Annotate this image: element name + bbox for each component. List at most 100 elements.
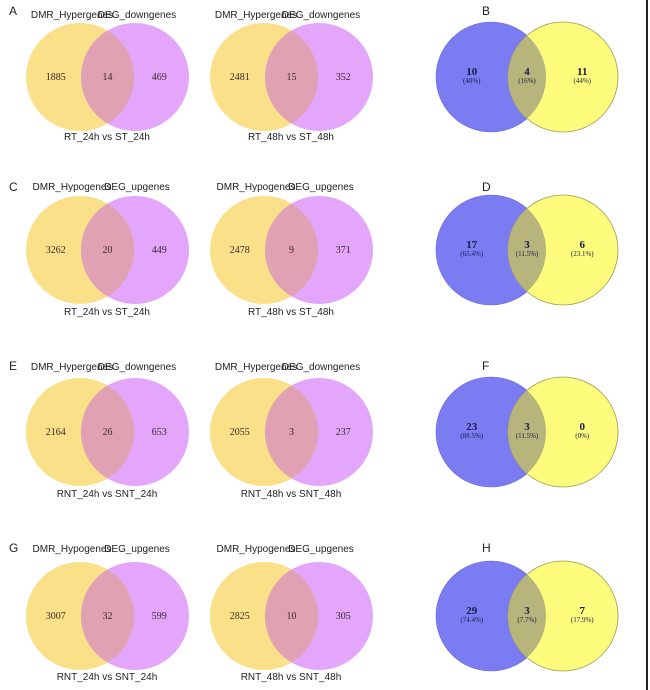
overlap-count: 10 [287, 611, 297, 622]
left-only-count: 3262 [46, 245, 66, 256]
left-only-count: 29 [466, 605, 478, 617]
overlap-region [265, 196, 318, 304]
left-only-count: 2481 [230, 72, 250, 83]
panel-letter: A [9, 4, 17, 18]
left-set-label: DMR_Hypergenes [215, 10, 297, 21]
overlap-percent: (11.5%) [516, 432, 539, 440]
comparison-caption: RT_24h vs ST_24h [64, 307, 150, 318]
comparison-caption: RT_48h vs ST_48h [248, 132, 334, 143]
right-set-label: DEG_downgenes [282, 362, 360, 373]
left-only-count: 2478 [230, 245, 250, 256]
overlap-region [265, 23, 318, 131]
overlap-region [508, 22, 546, 132]
venn-panel-H: 29(74.4%) 3(7.7%) 7(17.9%) H [435, 541, 619, 672]
right-set-label: DEG_downgenes [98, 10, 176, 21]
figure-border [646, 0, 648, 690]
overlap-percent: (7.7%) [517, 616, 537, 624]
left-set-label: DMR_Hypogenes [33, 544, 112, 555]
comparison-caption: RNT_24h vs SNT_24h [57, 672, 158, 683]
overlap-region [508, 377, 546, 487]
overlap-region [265, 378, 318, 486]
panel-letter: F [482, 359, 489, 373]
left-set-label: DMR_Hypogenes [217, 544, 296, 555]
overlap-count: 9 [289, 245, 294, 256]
right-only-count: 449 [152, 245, 167, 256]
overlap-region [265, 562, 318, 670]
right-only-count: 599 [152, 611, 167, 622]
left-only-count: 17 [466, 239, 478, 251]
overlap-count: 20 [103, 245, 113, 256]
venn-panel-D: 17(65.4%) 3(11.5%) 6(23.1%) D [435, 180, 619, 306]
left-only-count: 2164 [46, 427, 66, 438]
right-only-count: 237 [336, 427, 351, 438]
left-only-count: 10 [466, 66, 478, 78]
left-only-percent: (65.4%) [460, 250, 483, 258]
overlap-count: 15 [287, 72, 297, 83]
right-only-count: 371 [336, 245, 351, 256]
left-only-percent: (88.5%) [460, 432, 483, 440]
overlap-region [81, 562, 134, 670]
overlap-count: 3 [289, 427, 294, 438]
overlap-percent: (16%) [518, 77, 536, 85]
right-only-count: 305 [336, 611, 351, 622]
right-only-count: 469 [152, 72, 167, 83]
right-only-count: 7 [580, 605, 586, 617]
panel-letter: G [9, 541, 18, 555]
venn-panel-F: 23(88.5%) 3(11.5%) 0(0%) F [435, 359, 619, 488]
panel-letter: C [9, 180, 18, 194]
left-set-label: DMR_Hypergenes [215, 362, 297, 373]
comparison-caption: RNT_48h vs SNT_48h [241, 672, 342, 683]
overlap-count: 4 [524, 66, 530, 78]
right-only-percent: (44%) [574, 77, 592, 85]
right-only-percent: (17.9%) [571, 616, 594, 624]
left-only-percent: (40%) [463, 77, 481, 85]
venn-panel-B: 10(40%) 4(16%) 11(44%) B [435, 4, 619, 133]
right-only-count: 653 [152, 427, 167, 438]
left-only-count: 2055 [230, 427, 250, 438]
overlap-count: 14 [103, 72, 113, 83]
right-only-count: 0 [580, 421, 586, 433]
overlap-region [81, 378, 134, 486]
overlap-count: 3 [524, 239, 530, 251]
right-only-count: 11 [577, 66, 587, 78]
left-set-label: DMR_Hypergenes [31, 362, 113, 373]
right-set-label: DEG_upgenes [288, 182, 354, 193]
right-only-percent: (0%) [575, 432, 590, 440]
left-only-count: 1885 [46, 72, 66, 83]
comparison-caption: RT_48h vs ST_48h [248, 307, 334, 318]
overlap-region [81, 196, 134, 304]
panel-letter: B [482, 4, 490, 18]
right-only-count: 6 [580, 239, 586, 251]
right-set-label: DEG_downgenes [282, 10, 360, 21]
right-set-label: DEG_upgenes [104, 182, 170, 193]
overlap-count: 26 [103, 427, 113, 438]
panel-letter: D [482, 180, 491, 194]
left-only-count: 3007 [46, 611, 66, 622]
right-set-label: DEG_upgenes [104, 544, 170, 555]
comparison-caption: RNT_48h vs SNT_48h [241, 489, 342, 500]
left-only-count: 2825 [230, 611, 250, 622]
panel-letter: E [9, 359, 17, 373]
left-set-label: DMR_Hypogenes [33, 182, 112, 193]
left-set-label: DMR_Hypogenes [217, 182, 296, 193]
overlap-percent: (11.5%) [516, 250, 539, 258]
overlap-count: 3 [524, 605, 530, 617]
right-only-percent: (23.1%) [571, 250, 594, 258]
overlap-region [508, 561, 546, 671]
overlap-region [508, 195, 546, 305]
left-only-percent: (74.4%) [460, 616, 483, 624]
right-set-label: DEG_downgenes [98, 362, 176, 373]
comparison-caption: RNT_24h vs SNT_24h [57, 489, 158, 500]
right-set-label: DEG_upgenes [288, 544, 354, 555]
comparison-caption: RT_24h vs ST_24h [64, 132, 150, 143]
overlap-count: 3 [524, 421, 530, 433]
